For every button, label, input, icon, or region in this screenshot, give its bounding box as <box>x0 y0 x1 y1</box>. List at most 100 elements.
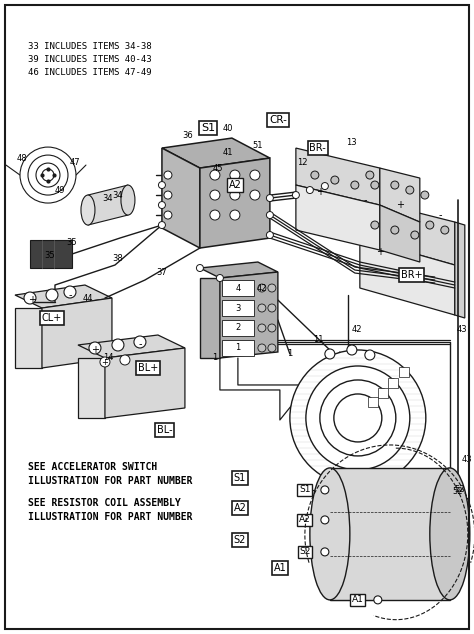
Text: +: + <box>376 247 384 257</box>
Polygon shape <box>15 285 112 308</box>
Circle shape <box>258 284 266 292</box>
Text: -: - <box>138 339 142 349</box>
Circle shape <box>290 350 426 486</box>
Text: CR-: CR- <box>269 115 287 125</box>
Polygon shape <box>78 335 185 358</box>
Circle shape <box>325 349 335 359</box>
Circle shape <box>158 221 165 228</box>
Bar <box>222 320 254 336</box>
Text: 43: 43 <box>456 325 467 335</box>
Text: CL+: CL+ <box>42 313 62 323</box>
Text: 11: 11 <box>313 335 323 344</box>
Text: 38: 38 <box>113 254 123 262</box>
Text: 1: 1 <box>287 349 292 358</box>
Text: S1: S1 <box>234 473 246 483</box>
Polygon shape <box>78 358 105 418</box>
Text: 44: 44 <box>82 294 93 302</box>
Text: 35: 35 <box>45 250 55 259</box>
Text: -: - <box>68 290 72 300</box>
Circle shape <box>258 324 266 332</box>
Text: 37: 37 <box>156 268 167 276</box>
Text: 42: 42 <box>352 325 362 335</box>
Text: 1: 1 <box>212 354 218 363</box>
Text: S1: S1 <box>201 123 215 133</box>
Bar <box>222 300 254 316</box>
Text: 36: 36 <box>182 131 193 139</box>
Circle shape <box>100 357 110 367</box>
Text: 51: 51 <box>253 141 263 150</box>
Circle shape <box>24 292 36 304</box>
Circle shape <box>268 344 276 352</box>
Polygon shape <box>455 222 465 318</box>
Polygon shape <box>200 158 270 248</box>
Polygon shape <box>42 298 112 368</box>
Text: 1: 1 <box>401 368 406 377</box>
Circle shape <box>230 170 240 180</box>
Text: +: + <box>28 295 36 305</box>
Circle shape <box>365 350 375 360</box>
Text: 42: 42 <box>256 283 267 292</box>
Text: A2: A2 <box>299 515 311 524</box>
Bar <box>388 378 398 387</box>
Circle shape <box>321 516 329 524</box>
Bar <box>30 240 72 268</box>
Circle shape <box>347 345 357 355</box>
Polygon shape <box>162 138 270 168</box>
Text: SEE RESISTOR COIL ASSEMBLY: SEE RESISTOR COIL ASSEMBLY <box>28 498 181 508</box>
Circle shape <box>42 169 54 181</box>
Text: 3: 3 <box>235 304 241 313</box>
Circle shape <box>292 191 300 198</box>
Circle shape <box>268 304 276 312</box>
Circle shape <box>250 190 260 200</box>
Circle shape <box>230 190 240 200</box>
Polygon shape <box>220 272 278 358</box>
Circle shape <box>210 190 220 200</box>
Circle shape <box>250 170 260 180</box>
Polygon shape <box>360 238 455 315</box>
Bar <box>399 367 409 377</box>
Circle shape <box>266 195 273 202</box>
Text: +: + <box>101 358 109 368</box>
Circle shape <box>36 163 60 187</box>
Bar <box>378 387 388 398</box>
Polygon shape <box>15 308 42 368</box>
Circle shape <box>371 181 379 189</box>
Circle shape <box>334 394 382 442</box>
Circle shape <box>120 355 130 365</box>
Text: BR-: BR- <box>310 143 326 153</box>
Bar <box>368 398 378 408</box>
Ellipse shape <box>121 185 135 215</box>
Text: 12: 12 <box>297 158 307 167</box>
Text: 3: 3 <box>381 388 386 397</box>
Circle shape <box>406 186 414 194</box>
Polygon shape <box>380 205 420 262</box>
Polygon shape <box>380 168 420 222</box>
Circle shape <box>112 339 124 351</box>
Polygon shape <box>88 185 128 225</box>
Text: 40: 40 <box>223 124 233 133</box>
Circle shape <box>89 342 101 354</box>
Circle shape <box>210 210 220 220</box>
Text: ILLUSTRATION FOR PART NUMBER: ILLUSTRATION FOR PART NUMBER <box>28 476 192 486</box>
Circle shape <box>311 171 319 179</box>
Polygon shape <box>162 148 200 248</box>
Ellipse shape <box>81 195 95 225</box>
Circle shape <box>158 181 165 188</box>
Text: 34: 34 <box>103 193 113 202</box>
Text: A1: A1 <box>273 563 286 573</box>
Circle shape <box>421 191 429 199</box>
Text: S1: S1 <box>299 486 310 495</box>
Text: 14: 14 <box>103 354 113 363</box>
Ellipse shape <box>430 468 470 600</box>
Text: 33 INCLUDES ITEMS 34-38: 33 INCLUDES ITEMS 34-38 <box>28 42 152 51</box>
Circle shape <box>321 486 329 494</box>
Circle shape <box>230 210 240 220</box>
Text: +: + <box>91 345 99 355</box>
Circle shape <box>158 202 165 209</box>
Text: 2: 2 <box>391 378 396 387</box>
Text: BR+: BR+ <box>401 270 423 280</box>
Text: 46 INCLUDES ITEMS 47-49: 46 INCLUDES ITEMS 47-49 <box>28 68 152 77</box>
Text: BL-: BL- <box>157 425 173 435</box>
Circle shape <box>164 191 172 199</box>
Circle shape <box>164 211 172 219</box>
